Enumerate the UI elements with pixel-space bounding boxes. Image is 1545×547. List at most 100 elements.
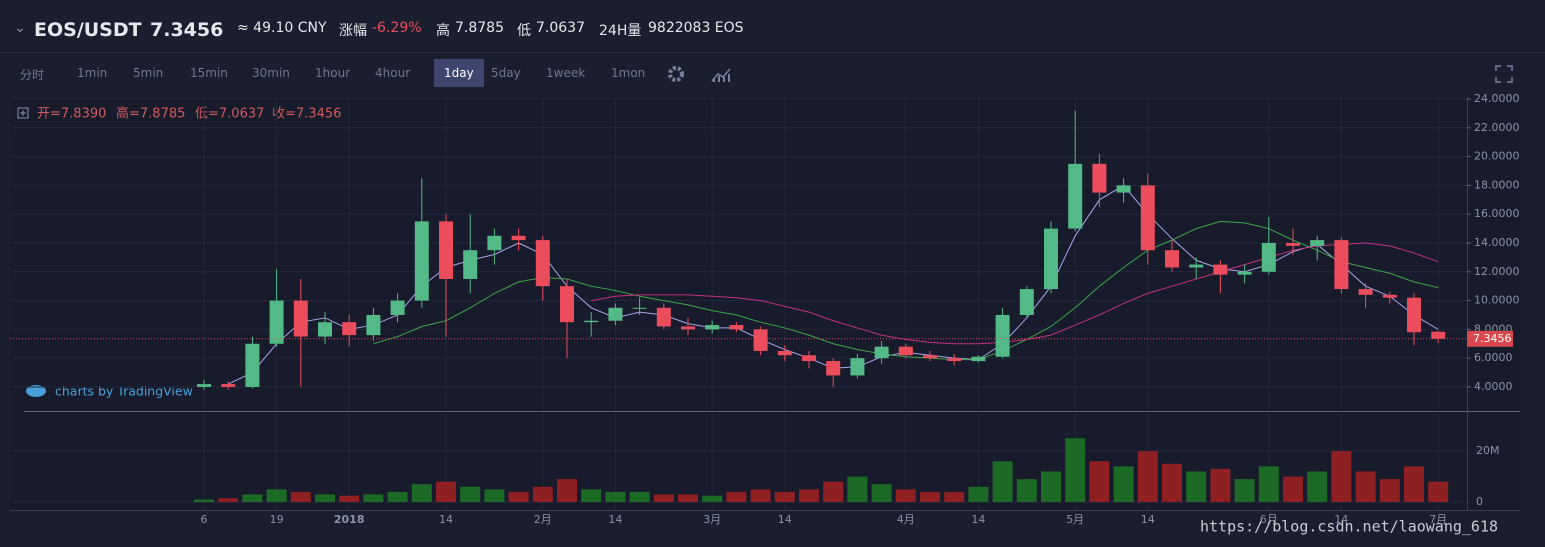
y-tick-label: 24.0000 xyxy=(1474,92,1520,105)
volume-bar xyxy=(218,498,239,503)
volume-bar xyxy=(1137,451,1158,503)
volume-bar xyxy=(1113,466,1134,503)
candle-body xyxy=(632,307,647,309)
y-tick-label: 22.0000 xyxy=(1474,121,1520,134)
volume-bar xyxy=(944,491,965,503)
interval-button[interactable]: 1day xyxy=(434,59,484,87)
candle-body xyxy=(947,358,962,362)
high-label: 高 xyxy=(436,23,450,39)
change-label: 涨幅 xyxy=(339,23,367,39)
interval-button[interactable]: 分时 xyxy=(20,68,45,82)
candle-body xyxy=(923,355,937,359)
volume-bar xyxy=(484,489,505,503)
candle-body xyxy=(269,300,284,344)
interval-button[interactable]: 30min xyxy=(252,66,290,80)
candle-body xyxy=(777,350,792,356)
candle-body xyxy=(1213,264,1228,275)
volume-bar xyxy=(557,479,577,503)
settings-icon[interactable] xyxy=(668,66,684,82)
candle-body xyxy=(802,355,816,362)
candle-body xyxy=(463,250,478,279)
fullscreen-icon[interactable] xyxy=(1495,65,1513,83)
candle-body xyxy=(971,356,986,362)
vol-label: 24H量 xyxy=(599,23,642,39)
volume-bar xyxy=(1089,461,1110,503)
interval-button[interactable]: 4hour xyxy=(375,66,411,80)
y-tick-label: 20.0000 xyxy=(1474,150,1520,163)
volume-bar xyxy=(266,489,287,503)
interval-button[interactable]: 1min xyxy=(77,66,108,80)
volume-bar xyxy=(411,484,432,503)
volume-bar xyxy=(1283,476,1303,503)
candle-body xyxy=(439,221,453,279)
interval-button[interactable]: 1mon xyxy=(611,66,646,80)
volume-bar xyxy=(315,494,335,503)
candle-body xyxy=(366,314,381,336)
volume-bar xyxy=(847,476,868,503)
volume-bar xyxy=(799,489,819,503)
candle-body xyxy=(1407,297,1421,333)
y-tick-label: 18.0000 xyxy=(1474,178,1520,191)
candle-body xyxy=(1310,240,1325,246)
volume-bar xyxy=(653,494,674,503)
y-tick-label: 6.0000 xyxy=(1474,351,1513,364)
volume-bar xyxy=(1162,463,1182,503)
x-tick-label: 19 xyxy=(270,513,284,526)
ma-line xyxy=(591,242,1439,345)
volume-bar xyxy=(532,486,553,503)
candle-body xyxy=(826,361,841,376)
indicator-icon[interactable] xyxy=(711,68,731,82)
volume-bar xyxy=(605,491,626,503)
volume-bar xyxy=(895,489,916,503)
low: 7.0637 xyxy=(536,20,585,36)
candle-body xyxy=(874,346,889,359)
interval-button[interactable]: 5day xyxy=(491,66,521,80)
volume-bar xyxy=(363,494,384,503)
y-tick-label: 4.0000 xyxy=(1474,380,1513,393)
candle-body xyxy=(1140,185,1155,251)
volume-bar xyxy=(508,491,529,503)
volume-bar xyxy=(968,486,989,503)
candle-body xyxy=(1382,294,1397,298)
volume-bar xyxy=(920,491,940,503)
x-tick-label: 14 xyxy=(1334,513,1348,526)
candle-body xyxy=(293,300,308,337)
interval-button[interactable]: 5min xyxy=(133,66,164,80)
volume-bar xyxy=(1428,481,1449,503)
volume-bar xyxy=(242,494,263,503)
volume-bar xyxy=(460,486,481,503)
candle-body xyxy=(1237,271,1252,275)
x-tick-label: 14 xyxy=(1141,513,1155,526)
candle-body xyxy=(584,320,599,323)
volume-bar xyxy=(581,489,602,503)
branding: charts by TradingView xyxy=(55,384,193,399)
collapse-icon[interactable]: ⌄ xyxy=(14,20,26,36)
interval-button[interactable]: 1week xyxy=(546,66,586,80)
candle-body xyxy=(342,322,357,336)
y-tick-label: 16.0000 xyxy=(1474,207,1520,220)
x-tick-label: 14 xyxy=(439,513,453,526)
x-tick-label: 14 xyxy=(778,513,792,526)
low-label: 低 xyxy=(517,23,531,39)
x-tick-label: 14 xyxy=(971,513,985,526)
legend-toggle[interactable] xyxy=(17,107,29,119)
header: ⌄ EOS/USDT 7.3456 ≈ 49.10 CNY 涨幅 -6.29% … xyxy=(0,0,1545,53)
interval-button[interactable]: 15min xyxy=(190,66,228,80)
candle-body xyxy=(1286,242,1300,246)
candle-body xyxy=(608,307,623,321)
interval-button[interactable]: 1hour xyxy=(315,66,351,80)
x-tick-label: 2月 xyxy=(534,513,552,526)
volume-bar xyxy=(774,491,795,503)
x-tick-label: 14 xyxy=(608,513,622,526)
candle-body xyxy=(656,307,671,327)
last-price-label: 7.3456 xyxy=(1473,332,1512,345)
y-tick-label: 14.0000 xyxy=(1474,236,1520,249)
volume-bar xyxy=(1186,471,1207,503)
candle-body xyxy=(535,240,550,287)
volume-bar xyxy=(1065,438,1086,503)
tv-logo xyxy=(26,385,46,397)
volume-bar xyxy=(387,491,408,503)
cny: ≈ 49.10 CNY xyxy=(237,20,327,36)
